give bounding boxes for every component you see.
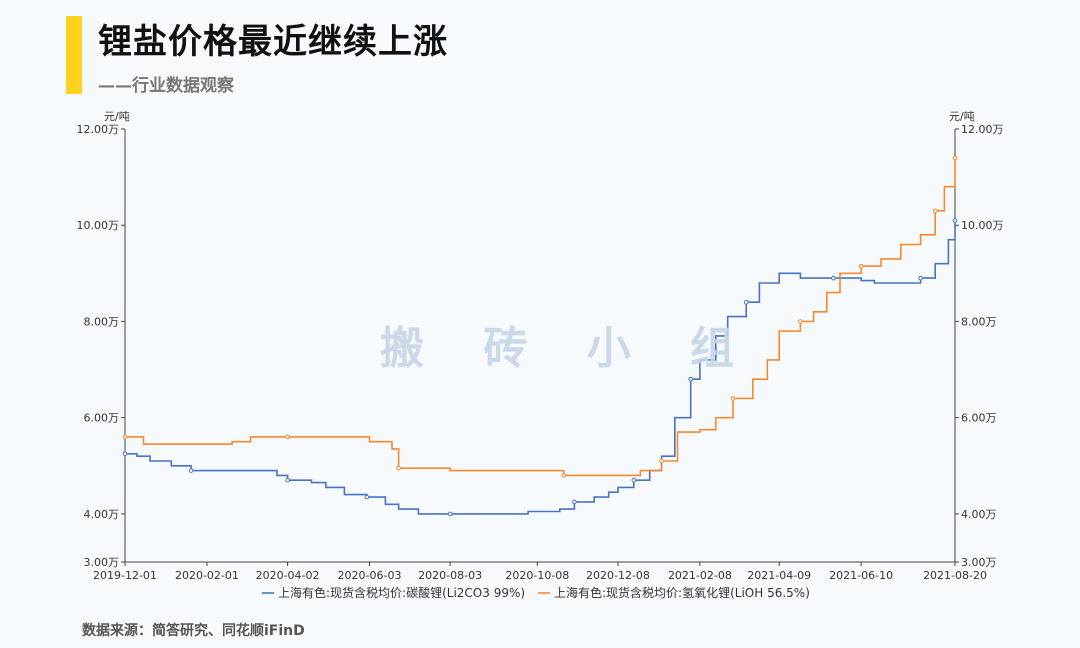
series-2-point bbox=[730, 396, 736, 401]
series-1-point bbox=[831, 275, 836, 281]
y-tick-label-left: 8.00万 bbox=[84, 315, 120, 328]
y-tick-label-left: 10.00万 bbox=[77, 219, 120, 232]
y-unit-left: 元/吨 bbox=[104, 110, 130, 123]
series-2-point bbox=[396, 465, 401, 471]
y-tick-label-left: 6.00万 bbox=[84, 412, 120, 425]
series-1-point bbox=[743, 299, 749, 305]
page-title: 锂盐价格最近继续上涨 bbox=[98, 22, 448, 62]
y-tick-label-right: 3.00万 bbox=[961, 556, 997, 569]
series-1-point bbox=[188, 468, 194, 473]
y-tick-label-right: 10.00万 bbox=[961, 219, 1004, 232]
series-1-point bbox=[572, 499, 577, 505]
x-tick-label: 2020-10-08 bbox=[505, 569, 569, 582]
series-1-point bbox=[285, 477, 290, 483]
page-subtitle: ——行业数据观察 bbox=[98, 76, 234, 96]
series-1-point bbox=[122, 451, 128, 457]
data-source: 数据来源：简答研究、同花顺iFinD bbox=[82, 623, 305, 639]
y-tick-label-left: 12.00万 bbox=[77, 123, 120, 136]
series-2-point bbox=[858, 263, 864, 269]
y-tick-label-right: 6.00万 bbox=[961, 412, 997, 425]
series-1-point bbox=[447, 511, 453, 517]
y-tick-label-left: 4.00万 bbox=[84, 508, 120, 521]
x-tick-label: 2021-04-09 bbox=[747, 569, 811, 582]
legend-label-2: 上海有色:现货含税均价:氢氧化锂(LiOH 56.5%) bbox=[554, 585, 810, 600]
series-1-point bbox=[631, 477, 637, 483]
y-tick-label-right: 4.00万 bbox=[961, 508, 997, 521]
y-tick-label-left: 3.00万 bbox=[84, 556, 120, 569]
series-1-point bbox=[918, 275, 923, 281]
series-1-point bbox=[364, 494, 370, 500]
series-2-point bbox=[561, 473, 567, 478]
series-line-1 bbox=[125, 220, 956, 515]
series-2-point bbox=[659, 458, 664, 464]
x-tick-label: 2020-04-02 bbox=[256, 569, 320, 582]
x-tick-label: 2019-12-01 bbox=[93, 569, 157, 582]
series-line-2 bbox=[125, 157, 956, 477]
title-accent-bar bbox=[66, 16, 82, 94]
series-2-point bbox=[798, 319, 803, 324]
x-tick-label: 2020-06-03 bbox=[338, 569, 402, 582]
y-unit-right: 元/吨 bbox=[949, 110, 975, 123]
x-tick-label: 2021-08-20 bbox=[923, 569, 987, 582]
y-tick-label-right: 8.00万 bbox=[961, 315, 997, 328]
series-2-point bbox=[122, 434, 128, 440]
series-2-point bbox=[932, 208, 938, 214]
x-tick-label: 2021-02-08 bbox=[668, 569, 732, 582]
series-1-point bbox=[688, 376, 693, 382]
series-2-point bbox=[952, 155, 958, 161]
watermark: 搬 砖 小 组 bbox=[380, 323, 756, 374]
x-tick-label: 2020-02-01 bbox=[175, 569, 239, 582]
series-1-point bbox=[952, 218, 958, 223]
y-tick-label-right: 12.00万 bbox=[961, 123, 1004, 136]
legend-label-1: 上海有色:现货含税均价:碳酸锂(Li2CO3 99%) bbox=[278, 585, 525, 600]
x-tick-label: 2020-08-03 bbox=[418, 569, 482, 582]
x-tick-label: 2020-12-08 bbox=[586, 569, 650, 582]
x-tick-label: 2021-06-10 bbox=[829, 569, 893, 582]
series-2-point bbox=[285, 434, 290, 440]
